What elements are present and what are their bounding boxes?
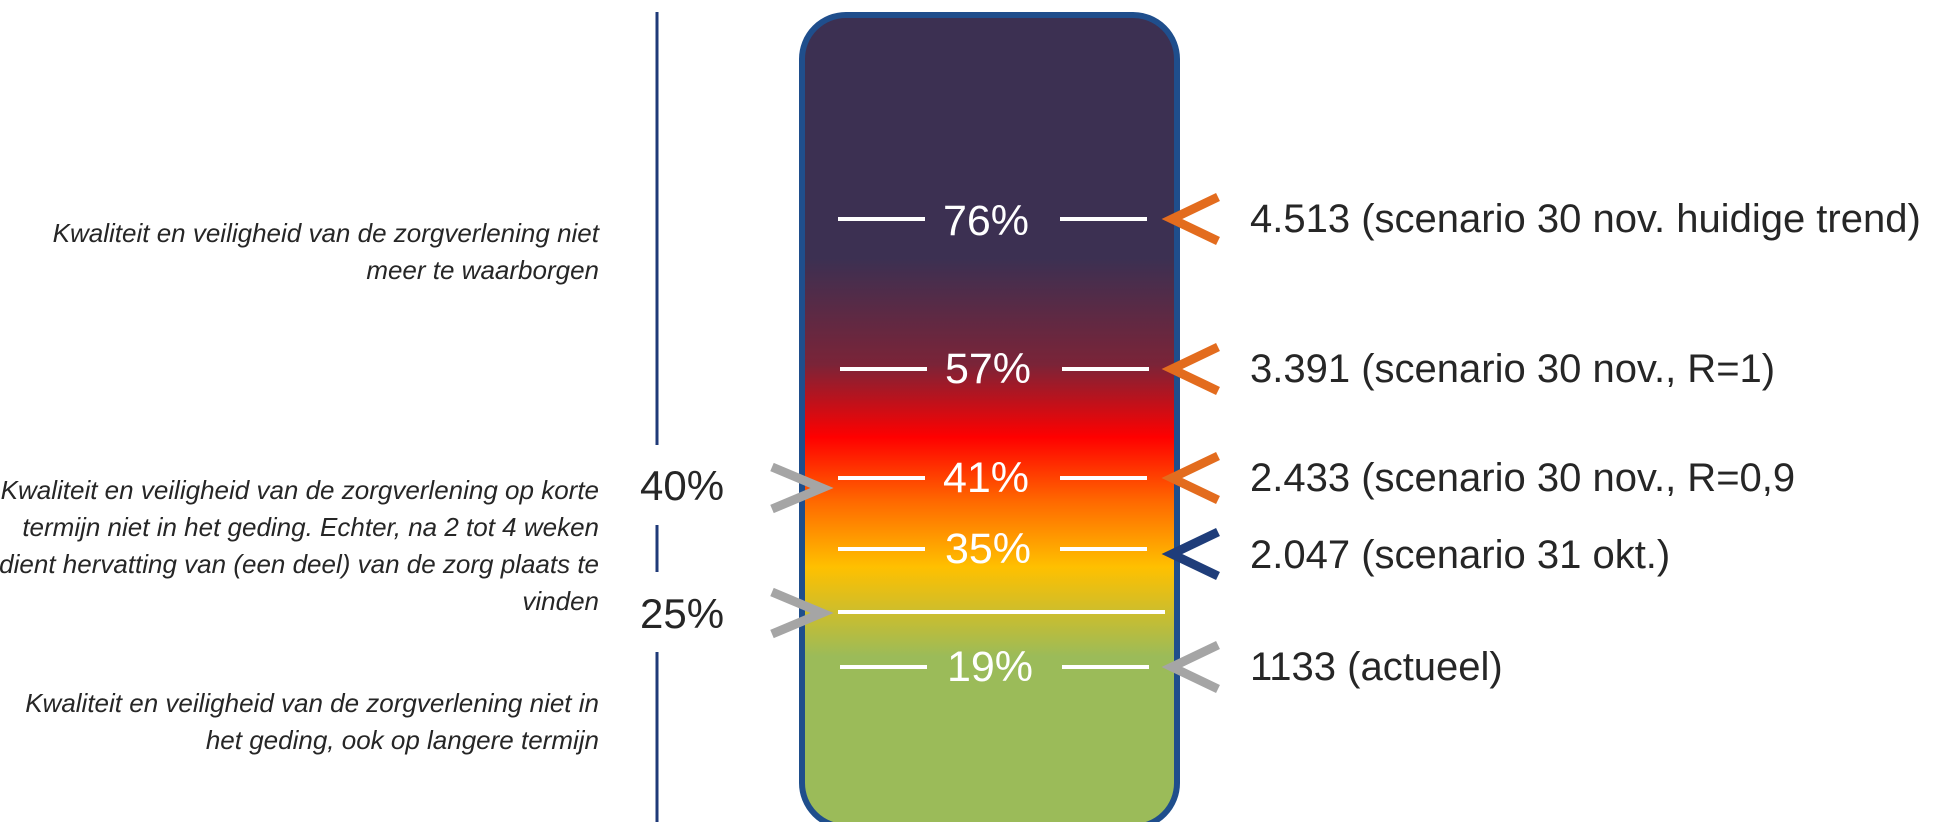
level-label-57: 57% <box>944 345 1032 393</box>
threshold-label-40: 40% <box>640 462 725 509</box>
scenario-arrow-19-icon <box>1161 640 1220 694</box>
scenario-label-57: 3.391 (scenario 30 nov., R=1) <box>1250 347 1776 391</box>
threshold-label-25: 25% <box>640 590 725 637</box>
scenario-label-35: 2.047 (scenario 31 okt.) <box>1250 533 1671 577</box>
threshold-arrow-40-icon <box>770 462 834 514</box>
level-label-35: 35% <box>944 525 1032 573</box>
level-label-76: 76% <box>942 197 1030 245</box>
description-medium: Kwaliteit en veiligheid van de zorgverle… <box>0 475 599 616</box>
scenario-label-76: 4.513 (scenario 30 nov. huidige trend) <box>1250 197 1921 241</box>
gauge-bar <box>799 12 1180 822</box>
scenario-arrow-76-icon <box>1161 192 1220 246</box>
level-label-19: 19% <box>946 643 1034 691</box>
threshold-arrow-25-icon <box>770 587 834 639</box>
scenario-arrow-35-icon <box>1161 527 1220 581</box>
scenario-arrow-41-icon <box>1161 451 1220 505</box>
scenario-label-19: 1133 (actueel) <box>1250 645 1503 689</box>
description-high: Kwaliteit en veiligheid van de zorgverle… <box>52 218 599 285</box>
scenario-arrow-57-icon <box>1161 342 1220 396</box>
description-low: Kwaliteit en veiligheid van de zorgverle… <box>25 688 599 755</box>
scenario-label-41: 2.433 (scenario 30 nov., R=0,9 <box>1250 456 1796 500</box>
level-label-41: 41% <box>942 454 1030 502</box>
